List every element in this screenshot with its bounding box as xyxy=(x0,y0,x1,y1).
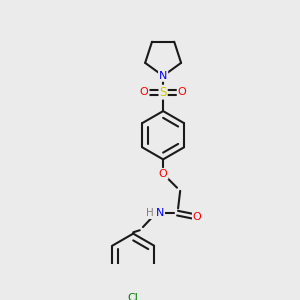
Text: S: S xyxy=(159,86,167,99)
Text: N: N xyxy=(156,208,164,218)
Text: O: O xyxy=(193,212,202,222)
Text: O: O xyxy=(159,169,167,179)
Text: H: H xyxy=(146,208,154,218)
Text: Cl: Cl xyxy=(128,293,139,300)
Text: O: O xyxy=(140,87,148,97)
Text: N: N xyxy=(159,71,167,81)
Text: O: O xyxy=(178,87,186,97)
